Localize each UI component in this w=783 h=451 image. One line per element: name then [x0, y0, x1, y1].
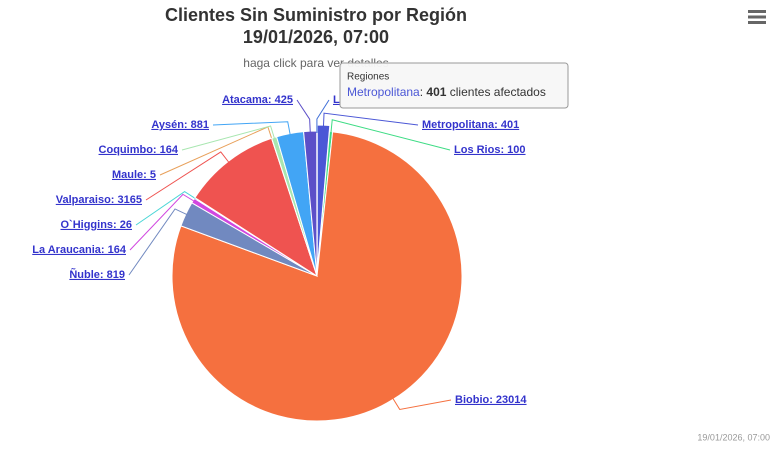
label-connector	[212, 121, 291, 136]
label-connector	[181, 125, 276, 151]
menu-bar	[748, 15, 766, 19]
tooltip-suffix: clientes afectados	[450, 85, 546, 99]
menu-button[interactable]	[748, 10, 766, 24]
tooltip-box	[339, 62, 569, 109]
label-connector	[296, 99, 311, 134]
label-connector	[128, 208, 188, 276]
data-label: Los Rios: 100	[454, 144, 526, 156]
chart-title: 19/01/2026, 07:00	[243, 27, 389, 47]
tooltip: Regiones Metropolitana: 401 clientes afe…	[339, 62, 569, 109]
tooltip-name: Metropolitana	[347, 85, 420, 99]
data-label: Valparaiso: 3165	[56, 194, 142, 206]
data-label: Biobio: 23014	[455, 394, 527, 406]
data-label: Aysén: 881	[151, 119, 209, 131]
data-label: Maule: 5	[112, 169, 156, 181]
tooltip-body: Metropolitana: 401 clientes afectados	[347, 85, 546, 99]
data-label: Ñuble: 819	[69, 268, 125, 281]
menu-bar	[748, 21, 766, 24]
tooltip-value: 401	[426, 85, 446, 99]
tooltip-sep: :	[420, 85, 427, 99]
label-connector	[145, 151, 230, 201]
label-connector	[135, 191, 197, 226]
data-label: Atacama: 425	[222, 94, 293, 106]
data-label: O`Higgins: 26	[60, 219, 132, 231]
label-connector	[322, 112, 419, 128]
data-label: L	[333, 94, 340, 106]
credits: 19/01/2026, 07:00	[697, 432, 770, 442]
tooltip-header: Regiones	[347, 72, 389, 83]
label-connector	[129, 193, 196, 251]
chart-title: Clientes Sin Suministro por Región	[165, 5, 467, 25]
menu-bar	[748, 10, 766, 13]
label-connector	[316, 99, 330, 134]
label-connector	[391, 397, 452, 410]
data-label: Metropolitana: 401	[422, 119, 519, 131]
data-label: Coquimbo: 164	[99, 144, 179, 156]
label-connector	[330, 119, 451, 151]
data-label: La Araucania: 164	[32, 244, 127, 256]
